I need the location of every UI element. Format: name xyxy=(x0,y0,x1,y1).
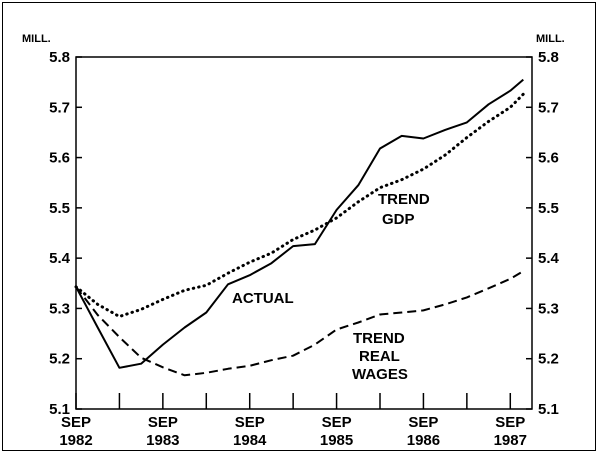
y-tick-label-left: 5.8 xyxy=(49,49,70,66)
x-tick-label-year: 1984 xyxy=(233,432,267,449)
y-tick-label-left: 5.5 xyxy=(49,200,70,217)
y-unit-label-right: MILL. xyxy=(536,33,565,45)
x-tick-label-year: 1982 xyxy=(59,432,92,449)
chart-frame xyxy=(2,2,596,451)
y-unit-label-left: MILL. xyxy=(22,33,51,45)
series-trend-gdp xyxy=(74,92,525,318)
x-tick-label-year: 1983 xyxy=(146,432,179,449)
y-tick-label-left: 5.2 xyxy=(49,351,70,368)
x-tick-label-year: 1986 xyxy=(407,432,440,449)
y-tick-label-right: 5.2 xyxy=(538,351,559,368)
x-tick-label-month: SEP xyxy=(408,414,438,431)
y-tick-label-left: 5.7 xyxy=(49,99,70,116)
x-tick-label-month: SEP xyxy=(148,414,178,431)
annotation-trend-real-wages-line2: REAL xyxy=(359,348,400,365)
y-tick-label-right: 5.6 xyxy=(538,150,559,167)
annotation-trend-real-wages-line3: WAGES xyxy=(352,366,408,383)
series-actual xyxy=(75,78,524,369)
y-tick-label-left: 5.3 xyxy=(49,300,70,317)
y-tick-label-left: 5.1 xyxy=(49,401,70,418)
y-tick-label-right: 5.4 xyxy=(538,250,560,267)
series-trend-real-wages xyxy=(75,270,524,377)
y-tick-label-right: 5.1 xyxy=(538,401,559,418)
x-axis: SEP1982SEP1983SEP1984SEP1985SEP1986SEP19… xyxy=(59,393,527,449)
y-tick-label-right: 5.7 xyxy=(538,99,559,116)
x-tick-label-month: SEP xyxy=(322,414,352,431)
annotation-trend-real-wages-line1: TREND xyxy=(353,330,405,347)
y-tick-label-right: 5.3 xyxy=(538,300,559,317)
annotation-trend-gdp-line2: GDP xyxy=(382,211,415,228)
y-axis-left: 5.1 5.2 5.3 5.4 5.5 5.6 5.7 5.8 xyxy=(49,49,82,418)
y-tick-label-left: 5.4 xyxy=(49,250,71,267)
x-tick-label-month: SEP xyxy=(495,414,525,431)
y-tick-label-right: 5.5 xyxy=(538,200,559,217)
x-tick-label-year: 1985 xyxy=(320,432,353,449)
annotation-actual: ACTUAL xyxy=(232,290,294,307)
y-tick-label-right: 5.8 xyxy=(538,49,559,66)
x-tick-label-month: SEP xyxy=(61,414,91,431)
x-tick-label-year: 1987 xyxy=(494,432,527,449)
series-layer xyxy=(74,78,525,377)
y-axis-right: 5.1 5.2 5.3 5.4 5.5 5.6 5.7 5.8 xyxy=(526,49,560,418)
x-tick-label-month: SEP xyxy=(235,414,265,431)
plot-area xyxy=(75,56,533,410)
annotation-trend-gdp-line1: TREND xyxy=(378,191,430,208)
y-tick-label-left: 5.6 xyxy=(49,150,70,167)
